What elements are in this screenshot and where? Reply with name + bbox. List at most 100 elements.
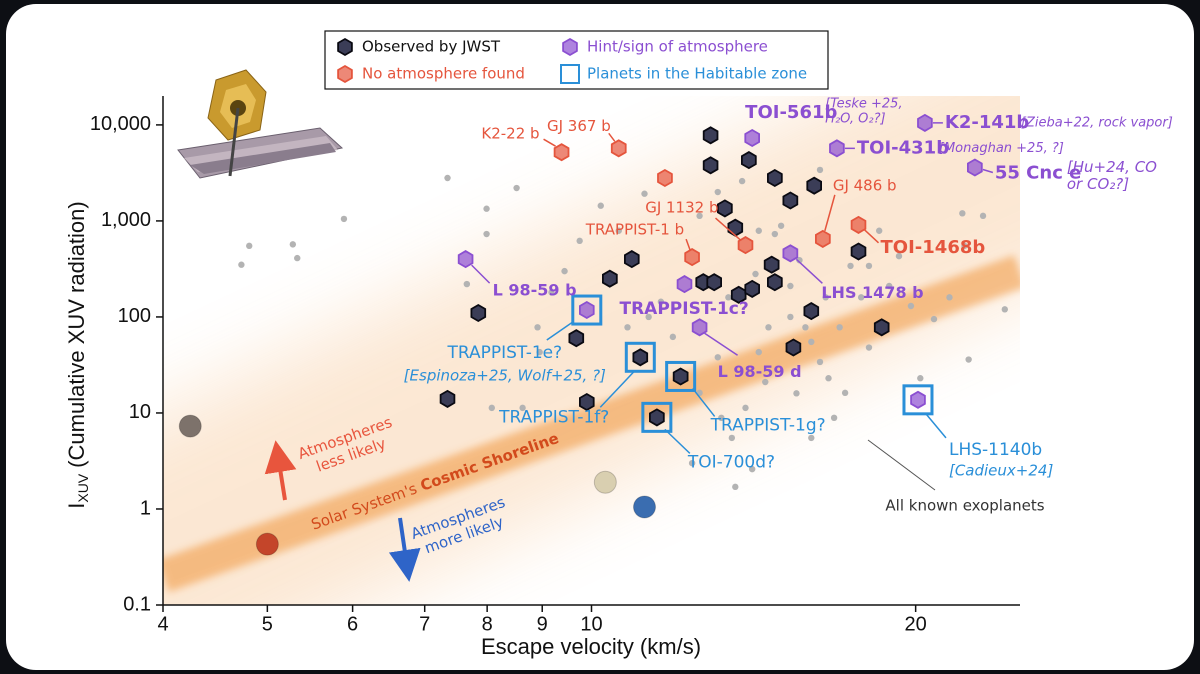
planet-hexagon (815, 229, 831, 248)
exoplanet-dot (738, 177, 746, 185)
exoplanet-dot (917, 375, 924, 382)
leader-line (824, 194, 836, 232)
exoplanet-dot (688, 459, 696, 467)
planet-note: [Espinoza+25, Wolf+25, ?] (404, 367, 606, 385)
exoplanet-dot (787, 282, 794, 290)
planet-hexagon (803, 302, 820, 321)
x-tick-label: 9 (537, 613, 548, 635)
leader-line (471, 264, 491, 284)
planet-note: [Monaghan +25, ?] (939, 141, 1064, 156)
exoplanet-dot (742, 404, 749, 412)
leader-line (599, 370, 635, 408)
planet-hexagon (632, 348, 649, 367)
exoplanet-dot (830, 414, 838, 422)
x-tick-label: 5 (262, 613, 273, 635)
exoplanet-dot (483, 205, 490, 212)
legend-label: Observed by JWST (362, 38, 501, 56)
leader-line (685, 238, 691, 251)
arrow-up (264, 440, 297, 501)
exoplanet-dot (762, 378, 769, 386)
planet-hexagon (649, 408, 665, 427)
planet-hexagon (657, 168, 673, 188)
planet-hexagon (702, 156, 719, 175)
planet-hexagon (744, 279, 760, 298)
planet-label: TRAPPIST-1c? (619, 299, 748, 319)
leader-line (715, 217, 741, 241)
y-tick-label: 100 (118, 305, 151, 327)
planet-hexagon (691, 318, 708, 337)
planet-label: TRAPPIST-1 b (585, 221, 684, 239)
exoplanet-dot (597, 202, 604, 209)
planet-hexagon (727, 218, 744, 237)
exoplanet-dot (657, 298, 665, 305)
y-tick-label: 0.1 (123, 593, 151, 615)
exoplanet-dot (714, 188, 721, 196)
planet-hexagon (439, 389, 456, 408)
leader-line (543, 138, 556, 147)
solar-system-body (255, 532, 279, 556)
exoplanet-dot (294, 254, 301, 262)
planet-hexagon (676, 275, 693, 294)
exoplanet-dot (895, 252, 903, 260)
exoplanet-dot (513, 184, 520, 192)
planet-note: H₂O, O₂?] (825, 112, 885, 127)
exoplanet-dot (961, 242, 968, 250)
planet-label: LHS 1478 b (821, 283, 923, 302)
solar-system-body (178, 414, 202, 438)
exoplanet-dot (548, 289, 555, 296)
shoreline-glow (163, 96, 1020, 605)
exoplanet-dot (246, 242, 253, 250)
exoplanet-dot (289, 241, 297, 248)
y-tick-label: 1 (140, 497, 151, 519)
planet-label: K2-22 b (481, 125, 539, 143)
exoplanet-dot (822, 294, 829, 301)
exoplanet-dot (841, 389, 849, 397)
planet-label: GJ 367 b (547, 117, 611, 135)
habitable-square (571, 294, 603, 326)
exoplanet-dot (641, 190, 648, 197)
y-tick-label: 1,000 (101, 209, 151, 231)
exoplanet-dot (777, 222, 785, 229)
planet-hexagon (706, 273, 722, 292)
exoplanet-dot (725, 294, 732, 301)
telescope-illustration (177, 69, 344, 179)
leader-line (546, 321, 574, 341)
x-tick-label: 7 (419, 613, 430, 635)
planet-label: TRAPPIST-1g? (710, 415, 826, 435)
planet-hexagon (806, 176, 822, 195)
planet-note: [Zieba+22, rock vapor] (1021, 115, 1173, 130)
exoplanet-dot (787, 313, 794, 321)
exoplanet-dot (865, 262, 873, 270)
exoplanet-dot (816, 166, 824, 174)
exoplanet-dot (718, 414, 725, 422)
exoplanet-dot (875, 227, 883, 234)
exoplanet-dot (488, 404, 496, 412)
exoplanet-dot (444, 174, 451, 182)
planet-hexagon (470, 303, 487, 323)
arrow-down (388, 517, 421, 582)
planet-hexagon (602, 269, 618, 288)
planet-hexagon (579, 392, 595, 412)
leader-line (664, 428, 691, 454)
legend-swatch (562, 37, 578, 57)
exoplanet-dot (857, 294, 865, 301)
solar-system-body (593, 470, 617, 494)
exoplanet-dot (1001, 306, 1008, 313)
exoplanet-dot (946, 294, 953, 301)
exoplanet-dot (825, 375, 832, 382)
exoplanet-dot (930, 315, 938, 323)
y-axis-label: IXUV (Cumulative XUV radiation) (64, 201, 91, 508)
planet-hexagon (782, 244, 799, 263)
planet-hexagon (610, 139, 627, 158)
planet-label: GJ 486 b (833, 176, 897, 194)
legend-swatch (337, 37, 353, 57)
planet-label: TOI-431b (857, 137, 949, 158)
exoplanet-dot (765, 324, 772, 331)
x-tick-label: 8 (482, 613, 493, 635)
exoplanet-dot (796, 256, 803, 264)
series-annotation: All known exoplanets (885, 497, 1044, 515)
leader-line (795, 258, 823, 284)
planet-label: TRAPPIST-1e? (446, 343, 562, 363)
planet-hexagon (737, 236, 754, 255)
